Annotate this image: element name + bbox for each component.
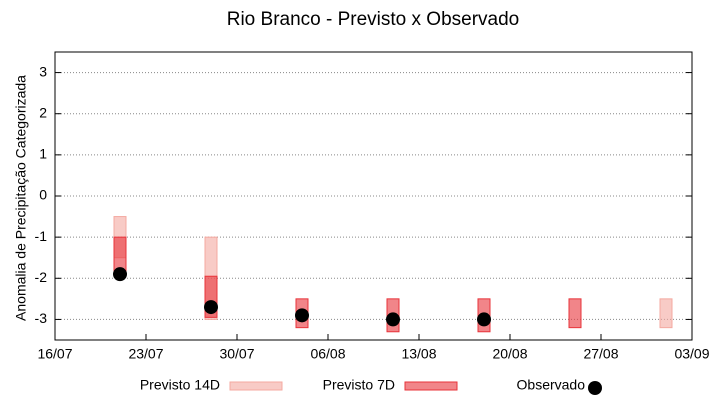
observed-point: [386, 312, 400, 327]
legend-swatch: [404, 381, 458, 391]
legend-label: Previsto 14D: [140, 377, 220, 393]
legend-label: Previsto 7D: [323, 377, 395, 393]
y-tick-label: -2: [35, 269, 48, 285]
y-tick-label: 1: [39, 146, 47, 162]
y-tick-label: -1: [35, 228, 48, 244]
legend-label: Observado: [517, 377, 586, 393]
legend-swatch: [588, 381, 602, 395]
range-box: [659, 298, 673, 329]
x-tick-label: 27/08: [583, 346, 618, 362]
observed-point: [295, 308, 309, 323]
observed-point: [113, 267, 127, 282]
x-tick-label: 13/08: [401, 346, 436, 362]
x-tick-label: 20/08: [492, 346, 527, 362]
y-tick-label: -3: [35, 310, 48, 326]
range-box: [568, 298, 582, 329]
chart-title: Rio Branco - Previsto x Observado: [227, 9, 520, 30]
y-tick-label: 0: [39, 187, 47, 203]
x-tick-label: 16/07: [37, 346, 72, 362]
y-axis-label: Anomalia de Precipitação Categorizada: [13, 75, 29, 321]
y-tick-label: 2: [39, 104, 47, 120]
x-tick-label: 03/09: [674, 346, 709, 362]
y-tick-label: 3: [39, 63, 47, 79]
x-tick-label: 30/07: [219, 346, 254, 362]
legend-swatch: [229, 381, 283, 391]
observed-point: [477, 312, 491, 327]
x-tick-label: 23/07: [128, 346, 163, 362]
x-tick-label: 06/08: [310, 346, 345, 362]
observed-point: [204, 300, 218, 315]
